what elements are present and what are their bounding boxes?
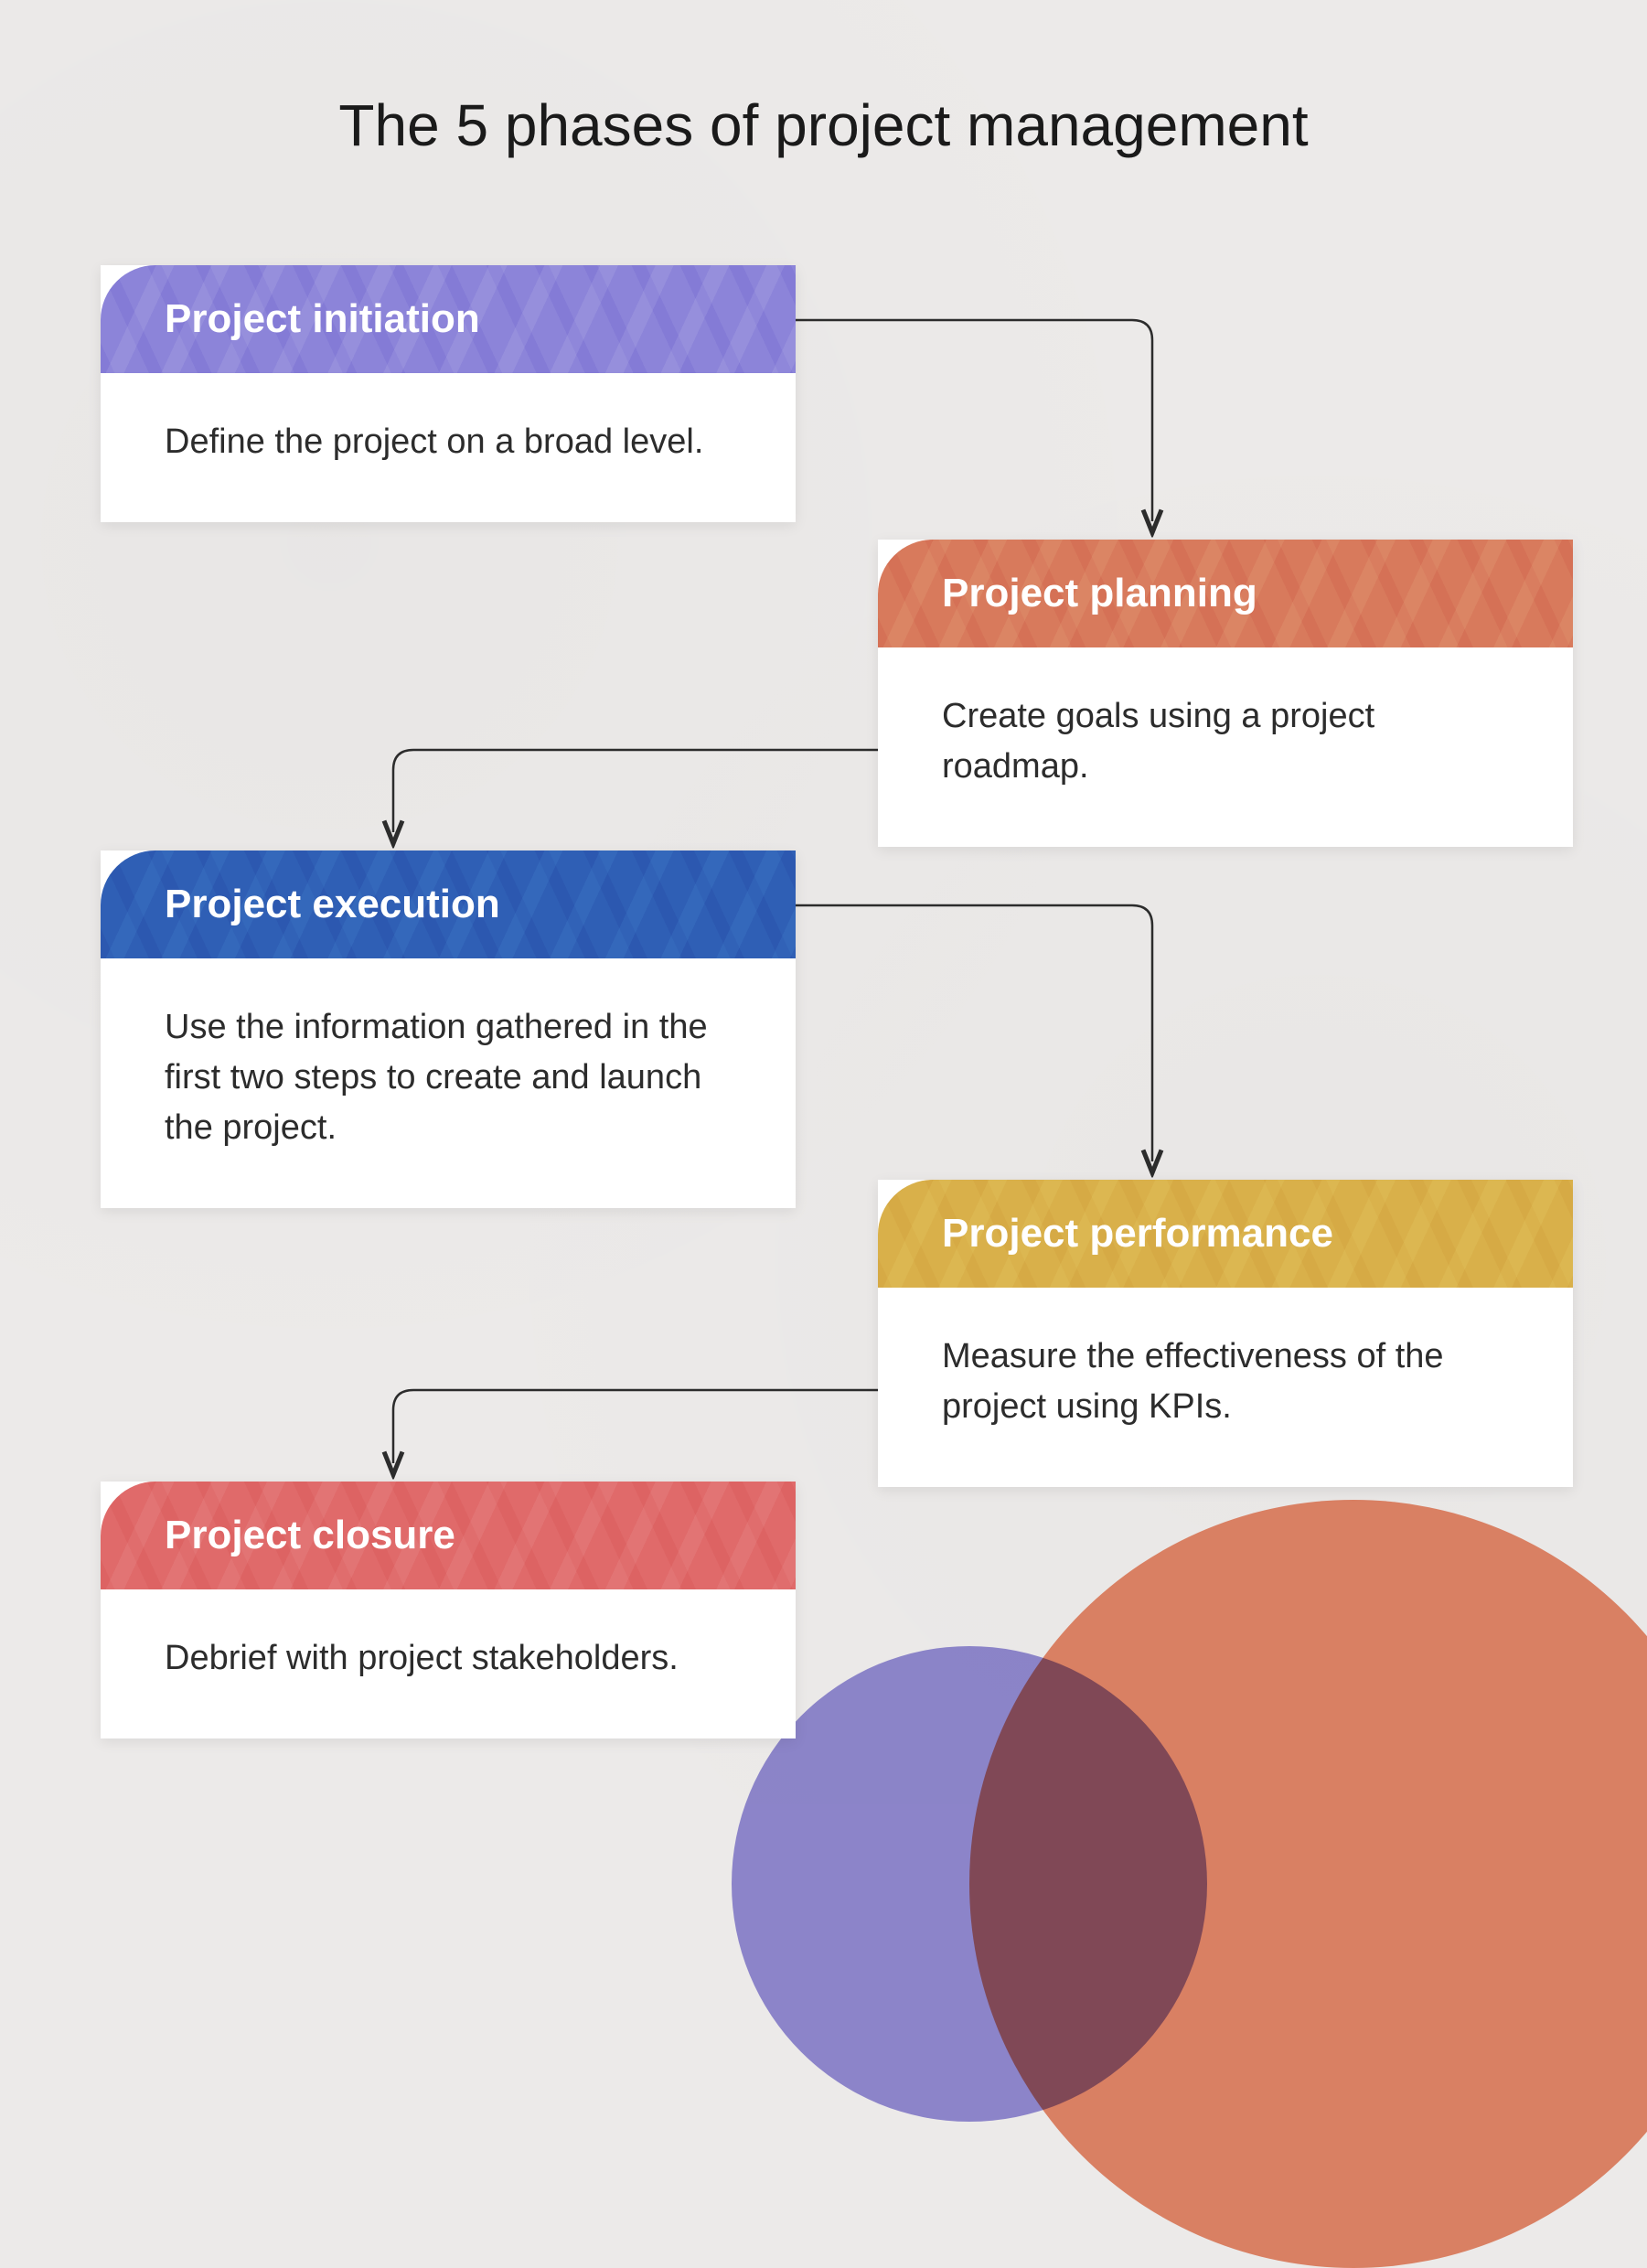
page-title: The 5 phases of project management (0, 91, 1647, 159)
phase-card-execution: Project executionUse the information gat… (101, 850, 796, 1208)
decoration-circle-purple (732, 1646, 1207, 2122)
phase-card-header: Project closure (101, 1482, 796, 1589)
phase-card-performance: Project performanceMeasure the effective… (878, 1180, 1573, 1487)
phase-card-body: Create goals using a project roadmap. (878, 647, 1573, 847)
phase-card-body: Define the project on a broad level. (101, 373, 796, 522)
phase-card-body: Use the information gathered in the firs… (101, 958, 796, 1208)
phase-card-planning: Project planningCreate goals using a pro… (878, 540, 1573, 847)
phase-card-header: Project execution (101, 850, 796, 958)
phase-card-closure: Project closureDebrief with project stak… (101, 1482, 796, 1738)
phase-card-header: Project planning (878, 540, 1573, 647)
phase-card-body: Debrief with project stakeholders. (101, 1589, 796, 1738)
phase-card-header: Project initiation (101, 265, 796, 373)
phase-card-initiation: Project initiationDefine the project on … (101, 265, 796, 522)
phase-card-body: Measure the effectiveness of the project… (878, 1288, 1573, 1487)
phase-card-header: Project performance (878, 1180, 1573, 1288)
